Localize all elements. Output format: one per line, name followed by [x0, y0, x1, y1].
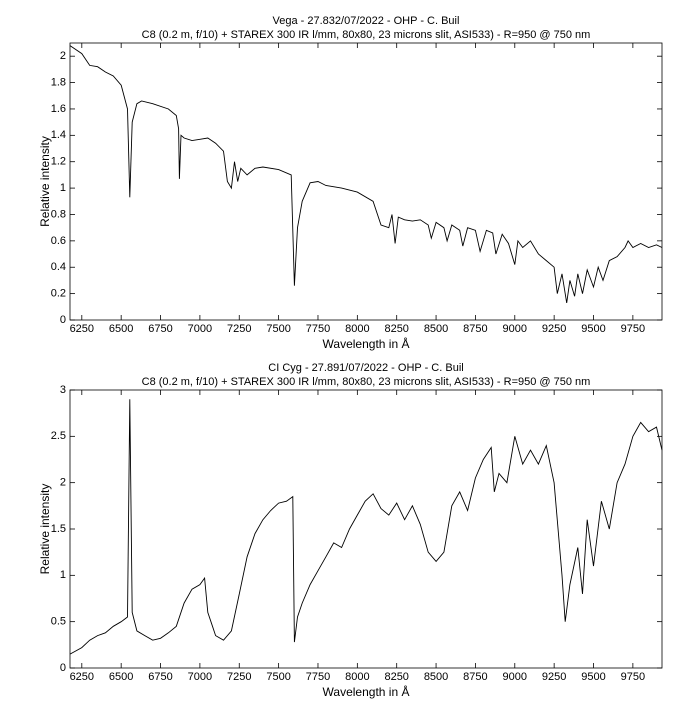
y-tick-label: 3: [60, 384, 66, 396]
x-tick-label: 7250: [227, 323, 251, 335]
x-tick-label: 9500: [581, 323, 605, 335]
y-tick-label: 0: [60, 314, 66, 326]
x-tick-label: 9250: [542, 323, 566, 335]
x-tick-label: 7000: [188, 671, 212, 683]
x-tick-label: 6750: [148, 323, 172, 335]
x-tick-label: 8250: [384, 671, 408, 683]
x-tick-label: 8250: [384, 323, 408, 335]
x-tick-label: 9000: [503, 671, 527, 683]
x-tick-label: 6500: [109, 323, 133, 335]
y-axis-label: Relative intensity: [38, 136, 52, 227]
chart-title: CI Cyg - 27.891/07/2022 - OHP - C. Buil: [268, 362, 463, 374]
x-tick-label: 9750: [621, 671, 645, 683]
x-tick-label: 8500: [424, 323, 448, 335]
x-tick-label: 8000: [345, 671, 369, 683]
x-tick-label: 6500: [109, 671, 133, 683]
x-tick-label: 8750: [463, 323, 487, 335]
y-tick-label: 2: [60, 477, 66, 489]
x-tick-label: 7500: [266, 323, 290, 335]
x-tick-label: 6250: [70, 323, 94, 335]
y-tick-label: 1: [60, 569, 66, 581]
y-tick-label: 1.6: [51, 103, 66, 115]
x-tick-label: 9500: [581, 671, 605, 683]
x-tick-label: 7250: [227, 671, 251, 683]
x-tick-label: 8000: [345, 323, 369, 335]
x-tick-label: 8500: [424, 671, 448, 683]
x-tick-label: 9250: [542, 671, 566, 683]
spectrum-line: [69, 399, 663, 655]
x-tick-label: 7750: [306, 323, 330, 335]
plot-frame: [69, 42, 663, 321]
chart-subtitle: C8 (0.2 m, f/10) + STAREX 300 IR l/mm, 8…: [142, 376, 591, 388]
y-tick-label: 0: [60, 662, 66, 674]
x-tick-label: 9000: [503, 323, 527, 335]
x-axis-label: Wavelength in Å: [323, 336, 410, 351]
y-tick-label: 2: [60, 50, 66, 62]
x-tick-label: 8750: [463, 671, 487, 683]
x-tick-label: 7000: [188, 323, 212, 335]
x-tick-label: 7750: [306, 671, 330, 683]
x-tick-label: 6250: [70, 671, 94, 683]
x-axis-label: Wavelength in Å: [323, 684, 410, 699]
y-tick-label: 0.2: [51, 288, 66, 300]
y-tick-label: 2.5: [51, 430, 66, 442]
y-tick-label: 0.8: [51, 208, 66, 220]
y-tick-label: 0.6: [51, 235, 66, 247]
spectrum-line: [69, 45, 663, 303]
y-tick-label: 1.8: [51, 76, 66, 88]
x-tick-label: 6750: [148, 671, 172, 683]
chart-subtitle: C8 (0.2 m, f/10) + STAREX 300 IR l/mm, 8…: [142, 29, 591, 41]
chart-title: Vega - 27.832/07/2022 - OHP - C. Buil: [273, 15, 460, 27]
y-tick-label: 1.4: [51, 129, 66, 141]
x-tick-label: 9750: [621, 323, 645, 335]
y-tick-label: 1.2: [51, 156, 66, 168]
y-tick-label: 0.5: [51, 616, 66, 628]
y-tick-label: 0.4: [51, 261, 66, 273]
y-tick-label: 1.5: [51, 523, 66, 535]
y-tick-label: 1: [60, 182, 66, 194]
x-tick-label: 7500: [266, 671, 290, 683]
y-axis-label: Relative intensity: [38, 484, 52, 575]
plot-frame: [69, 389, 663, 669]
